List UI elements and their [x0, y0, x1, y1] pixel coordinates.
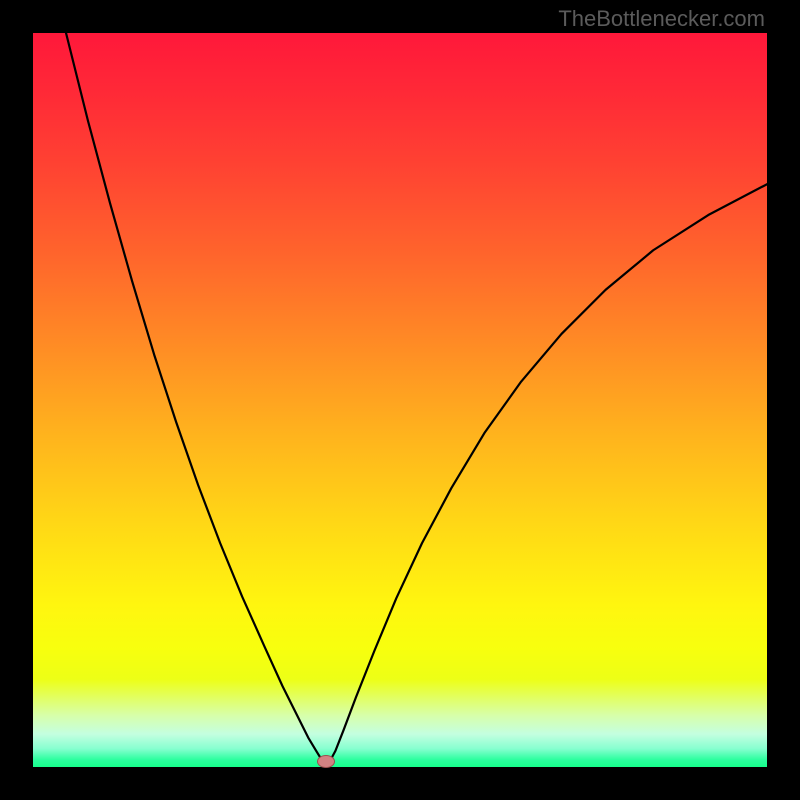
bottleneck-marker	[317, 755, 335, 768]
watermark-text: TheBottlenecker.com	[558, 6, 765, 32]
plot-area	[33, 33, 767, 767]
bottleneck-curve	[33, 33, 767, 767]
chart-container: TheBottlenecker.com	[0, 0, 800, 800]
